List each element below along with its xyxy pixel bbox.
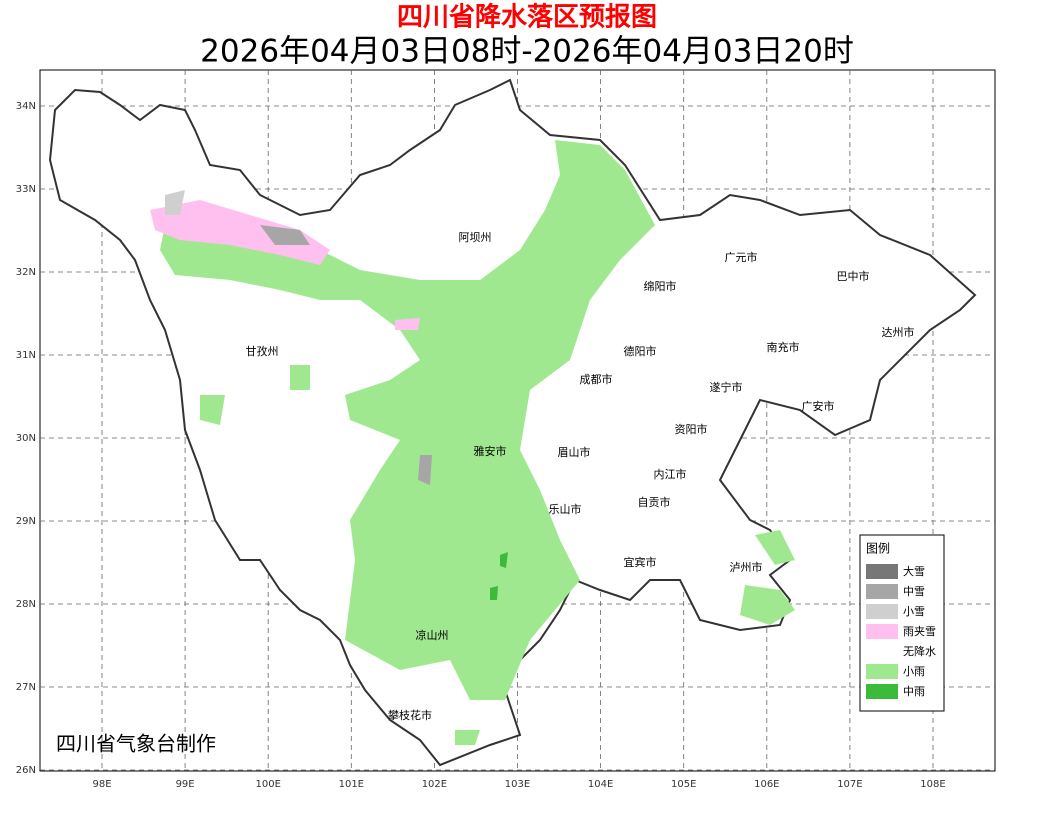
legend-swatch	[866, 604, 898, 619]
lat-label: 31N	[16, 350, 36, 361]
legend-label: 中雨	[903, 685, 925, 698]
place-label: 甘孜州	[246, 344, 279, 358]
legend-swatch	[866, 664, 898, 679]
legend-label: 小雪	[903, 605, 925, 618]
lat-label: 34N	[16, 101, 36, 112]
place-label: 阿坝州	[459, 230, 492, 244]
place-label: 巴中市	[837, 269, 870, 283]
lon-label: 100E	[255, 779, 280, 790]
place-label: 凉山州	[416, 628, 449, 642]
lon-label: 99E	[176, 779, 195, 790]
light-rain-area	[160, 140, 795, 745]
legend-label: 中雪	[903, 585, 925, 598]
legend-swatch	[866, 684, 898, 699]
place-label: 遂宁市	[710, 380, 743, 394]
legend-swatch	[866, 644, 898, 659]
lon-label: 106E	[754, 779, 779, 790]
legend-title: 图例	[866, 542, 890, 556]
legend-label: 无降水	[903, 644, 936, 658]
map-title: 四川省降水落区预报图	[397, 2, 657, 33]
place-label: 绵阳市	[644, 279, 677, 293]
place-label: 广元市	[725, 250, 758, 264]
lat-label: 33N	[16, 184, 36, 195]
place-label: 攀枝花市	[388, 708, 432, 722]
lon-label: 105E	[671, 779, 696, 790]
lon-label: 101E	[339, 779, 364, 790]
place-label: 成都市	[580, 372, 613, 386]
place-label: 宜宾市	[624, 555, 657, 569]
legend-label: 大雪	[903, 564, 925, 578]
lon-label: 98E	[92, 779, 111, 790]
legend-label: 雨夹雪	[903, 625, 936, 638]
place-label: 雅安市	[474, 444, 507, 458]
snow-areas	[150, 190, 432, 485]
credit: 四川省气象台制作	[56, 732, 216, 756]
lon-label: 108E	[920, 779, 945, 790]
lat-label: 26N	[16, 765, 36, 776]
lat-label: 30N	[16, 433, 36, 444]
place-label: 乐山市	[549, 502, 582, 516]
lat-label: 32N	[16, 267, 36, 278]
lat-label: 28N	[16, 599, 36, 610]
place-label: 资阳市	[675, 422, 708, 436]
legend-label: 小雨	[903, 665, 925, 678]
place-label: 达州市	[882, 325, 915, 339]
map-subtitle: 2026年04月03日08时-2026年04月03日20时	[200, 34, 854, 70]
lat-label: 27N	[16, 682, 36, 693]
place-label: 广安市	[802, 399, 835, 413]
legend-swatch	[866, 584, 898, 599]
lon-label: 104E	[588, 779, 613, 790]
place-label: 眉山市	[558, 445, 591, 459]
legend-swatch	[866, 564, 898, 579]
place-label: 德阳市	[624, 344, 657, 358]
lon-label: 102E	[422, 779, 447, 790]
place-label: 泸州市	[730, 560, 763, 574]
legend-swatch	[866, 624, 898, 639]
lon-label: 103E	[505, 779, 530, 790]
place-label: 内江市	[654, 467, 687, 481]
lon-label: 107E	[837, 779, 862, 790]
lat-label: 29N	[16, 516, 36, 527]
moderate-rain-area	[490, 552, 508, 600]
place-label: 自贡市	[638, 495, 671, 509]
place-label: 南充市	[767, 340, 800, 354]
